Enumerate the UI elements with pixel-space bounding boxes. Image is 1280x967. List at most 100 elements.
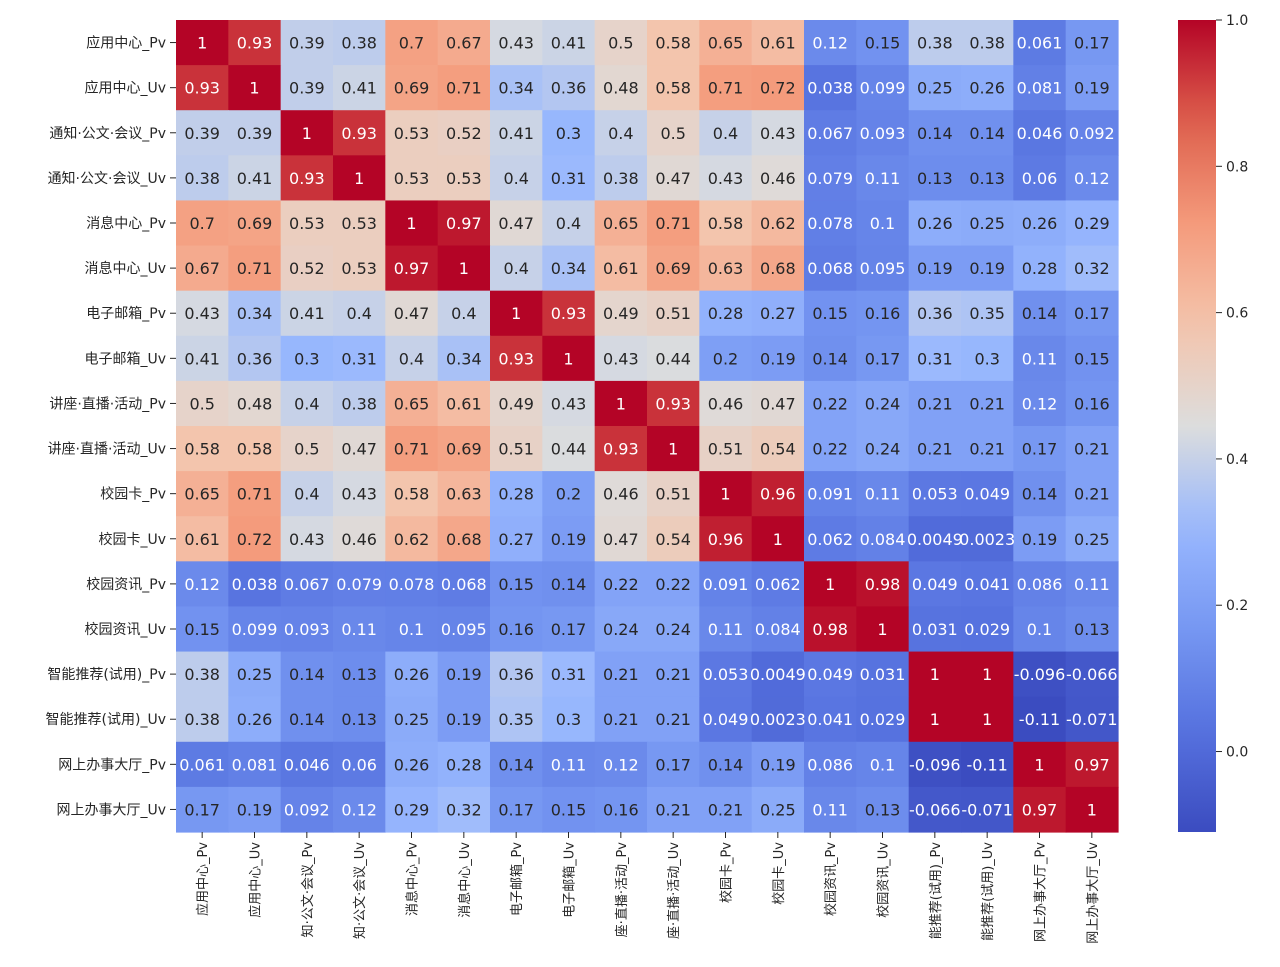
cell-annotation: 0.21 <box>917 394 953 413</box>
heatmap-cell <box>751 786 805 833</box>
cell-annotation: 0.093 <box>284 620 330 639</box>
heatmap-cell <box>385 741 439 788</box>
heatmap-cell <box>856 426 910 472</box>
cell-annotation: 0.3 <box>556 124 581 143</box>
cell-annotation: 0.19 <box>551 530 587 549</box>
heatmap-cell <box>542 696 596 743</box>
heatmap-cell <box>490 335 543 382</box>
column-label: 电子邮箱_Uv <box>562 842 578 918</box>
heatmap-cell <box>437 380 491 427</box>
cell-annotation: 0.38 <box>969 34 1005 53</box>
heatmap-cell <box>176 290 229 337</box>
cell-annotation: 0.053 <box>703 665 749 684</box>
cell-annotation: 1 <box>197 34 207 53</box>
heatmap-cell <box>1065 696 1119 743</box>
cell-annotation: 0.44 <box>655 349 691 368</box>
heatmap-cell <box>437 741 491 788</box>
cell-annotation: 0.029 <box>860 710 906 729</box>
cell-annotation: 0.5 <box>660 124 685 143</box>
column-label: 网上办事大厅_Uv <box>1086 842 1101 944</box>
cell-annotation: 0.61 <box>446 394 482 413</box>
cell-annotation: 0.095 <box>441 620 487 639</box>
heatmap-cell <box>647 200 700 247</box>
cell-annotation: 0.44 <box>551 440 587 459</box>
cell-annotation: 0.38 <box>341 34 377 53</box>
heatmap-cell <box>751 471 805 517</box>
cell-annotation: 0.12 <box>341 800 377 819</box>
cell-annotation: 0.3 <box>974 349 999 368</box>
heatmap-cell <box>280 651 334 698</box>
heatmap-cell <box>176 155 229 202</box>
colorbar: 0.0 0.2 0.4 0.6 0.8 1.0 <box>1178 13 1248 832</box>
cell-annotation: 0.93 <box>237 34 273 53</box>
heatmap-cell <box>333 110 386 156</box>
heatmap-cell <box>699 155 753 202</box>
row-label: 校园卡_Uv <box>98 531 166 548</box>
cell-annotation: 0.14 <box>551 575 587 594</box>
heatmap-cell <box>228 696 282 743</box>
heatmap-cell <box>647 110 700 156</box>
heatmap-cell <box>908 110 962 156</box>
cell-annotation: 0.0049 <box>750 665 806 684</box>
cell-annotation: 0.25 <box>969 214 1005 233</box>
cell-annotation: 0.4 <box>503 169 528 188</box>
cell-annotation: 0.36 <box>498 665 534 684</box>
cell-annotation: 0.61 <box>760 34 796 53</box>
cell-annotation: 1 <box>668 440 678 459</box>
cell-annotation: 0.62 <box>760 214 796 233</box>
cell-annotation: 0.079 <box>336 575 382 594</box>
cell-annotation: 0.031 <box>912 620 958 639</box>
cell-annotation: 0.22 <box>812 440 848 459</box>
cell-annotation: 0.22 <box>812 394 848 413</box>
cell-annotation: 0.12 <box>1022 394 1058 413</box>
heatmap-cell <box>804 65 857 111</box>
cell-annotation: 0.38 <box>603 169 639 188</box>
cell-annotation: 0.1 <box>399 620 424 639</box>
cell-annotation: 0.41 <box>184 349 220 368</box>
heatmap-cell <box>1013 200 1067 247</box>
heatmap-cell <box>908 20 962 66</box>
cell-annotation: 0.13 <box>341 665 377 684</box>
cell-annotation: 0.71 <box>394 440 430 459</box>
cell-annotation: 0.93 <box>341 124 377 143</box>
cell-annotation: 0.93 <box>655 394 691 413</box>
heatmap-cell <box>908 426 962 472</box>
cell-annotation: 0.06 <box>341 755 377 774</box>
cell-annotation: 0.49 <box>498 394 534 413</box>
heatmap-cell <box>490 786 543 833</box>
heatmap-cell <box>490 290 543 337</box>
heatmap-cell <box>908 290 962 337</box>
cell-annotation: 0.38 <box>184 710 220 729</box>
cell-annotation: 0.47 <box>760 394 796 413</box>
heatmap-cell <box>333 471 386 517</box>
cell-annotation: 1 <box>773 530 783 549</box>
heatmap-cell <box>490 110 543 156</box>
row-label: 应用中心_Uv <box>84 80 166 97</box>
cell-annotation: 0.13 <box>1074 620 1110 639</box>
heatmap-cell <box>908 200 962 247</box>
heatmap-cell <box>333 606 386 653</box>
heatmap-cell <box>961 200 1014 247</box>
cell-annotation: 0.58 <box>655 79 691 98</box>
colorbar-ticks: 0.0 0.2 0.4 0.6 0.8 1.0 <box>1216 13 1248 761</box>
cell-annotation: 0.43 <box>551 394 587 413</box>
cell-annotation: 0.0049 <box>907 530 963 549</box>
cell-annotation: 0.72 <box>760 79 796 98</box>
heatmap-cell <box>542 786 596 833</box>
cell-annotation: 1 <box>930 710 940 729</box>
heatmap-cell <box>647 696 700 743</box>
heatmap-cell <box>961 290 1014 337</box>
column-label: ​能推荐(试用)_Uv <box>981 842 996 941</box>
heatmap-cell <box>280 200 334 247</box>
cell-annotation: 0.14 <box>812 349 848 368</box>
cell-annotation: 0.28 <box>498 485 534 504</box>
cell-annotation: 0.091 <box>807 485 853 504</box>
cell-annotation: 0.5 <box>608 34 633 53</box>
heatmap-cell <box>1065 65 1119 111</box>
cell-annotation: 0.068 <box>441 575 487 594</box>
heatmap-cell <box>804 290 857 337</box>
cell-annotation: 0.71 <box>237 485 273 504</box>
cell-annotation: 0.11 <box>708 620 744 639</box>
cell-annotation: 0.26 <box>1022 214 1058 233</box>
